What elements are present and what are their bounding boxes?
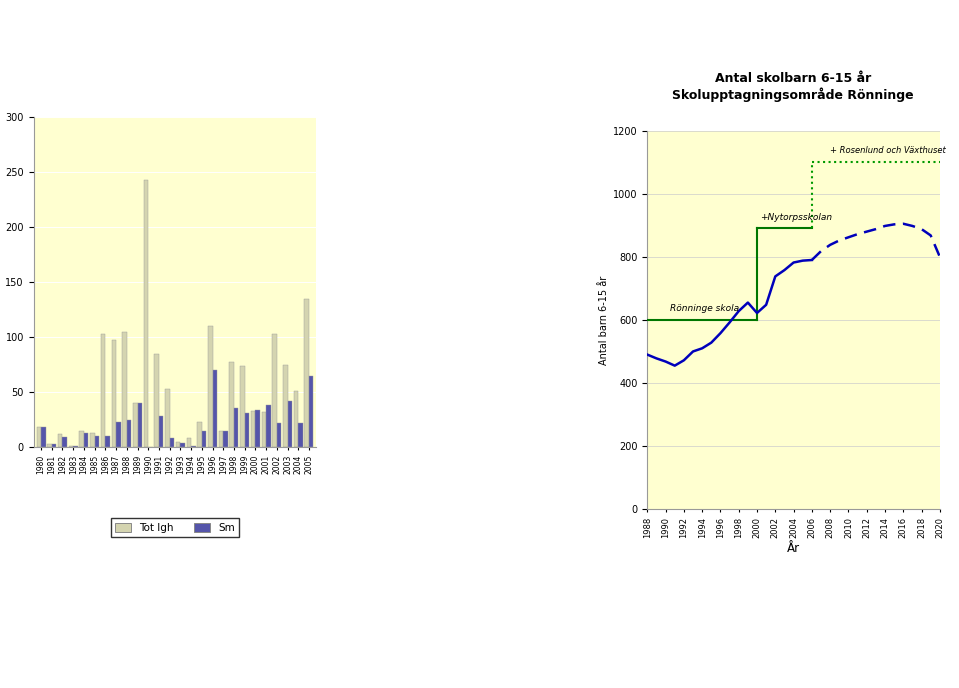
Bar <box>52 444 57 447</box>
Bar <box>101 334 105 447</box>
Bar <box>245 413 249 447</box>
Bar <box>180 443 185 447</box>
Bar <box>304 299 309 447</box>
Bar <box>69 446 73 447</box>
Text: Antal skolbarn 6-15 år
Skolupptagningsområde Rönninge: Antal skolbarn 6-15 år Skolupptagningsom… <box>672 72 914 102</box>
Bar <box>223 431 227 447</box>
Bar <box>137 403 142 447</box>
Bar <box>95 436 99 447</box>
Bar <box>159 416 163 447</box>
Bar <box>187 438 191 447</box>
Bar <box>240 366 245 447</box>
Bar <box>105 436 110 447</box>
Bar <box>266 405 270 447</box>
Bar <box>298 423 303 447</box>
Bar <box>41 427 46 447</box>
Text: +Nytorpsskolan: +Nytorpsskolan <box>760 213 831 222</box>
Bar <box>191 446 196 447</box>
Bar <box>288 401 292 447</box>
Legend: Tot lgh, Sm: Tot lgh, Sm <box>111 519 239 537</box>
Bar <box>272 334 277 447</box>
Bar <box>255 410 260 447</box>
Bar <box>262 412 266 447</box>
Bar <box>309 376 314 447</box>
Bar <box>170 438 175 447</box>
Bar <box>84 433 88 447</box>
Bar <box>201 431 206 447</box>
Bar <box>198 422 201 447</box>
Bar <box>58 434 62 447</box>
Bar <box>127 420 131 447</box>
Bar <box>144 180 149 447</box>
Bar <box>111 341 116 447</box>
Bar <box>251 411 255 447</box>
Bar <box>80 431 84 447</box>
Bar <box>283 365 288 447</box>
Bar <box>234 407 239 447</box>
Bar <box>165 389 170 447</box>
Bar <box>36 427 41 447</box>
Bar <box>116 422 121 447</box>
Bar <box>62 438 67 447</box>
Bar <box>277 423 281 447</box>
Bar <box>154 354 159 447</box>
Bar <box>229 363 234 447</box>
Y-axis label: Antal barn 6-15 år: Antal barn 6-15 år <box>598 275 609 365</box>
Bar <box>133 403 137 447</box>
Text: Rönninge skola: Rönninge skola <box>670 304 739 313</box>
Bar <box>293 391 298 447</box>
Text: + Rosenlund och Växthuset: + Rosenlund och Växthuset <box>830 147 946 155</box>
X-axis label: År: År <box>787 542 800 555</box>
Bar <box>123 332 127 447</box>
Bar <box>219 431 223 447</box>
Bar <box>90 433 95 447</box>
Bar <box>213 370 217 447</box>
Bar <box>73 446 78 447</box>
Bar <box>47 444 52 447</box>
Bar <box>208 326 213 447</box>
Bar <box>175 442 180 447</box>
